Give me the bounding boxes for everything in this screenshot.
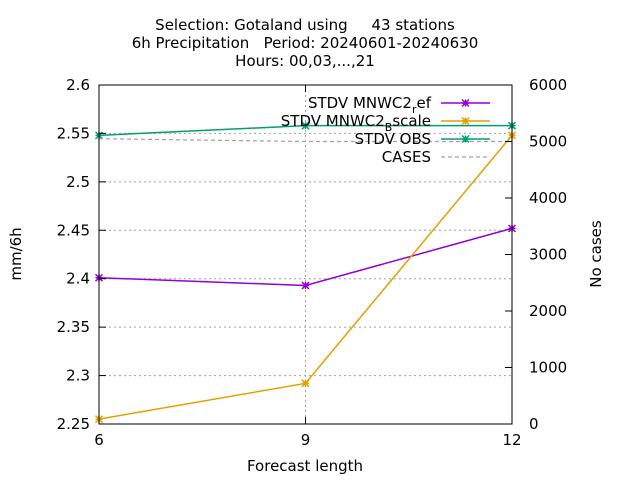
legend-entry: STDV MNWC2ref — [308, 94, 490, 116]
y2-axis-label: No cases — [587, 220, 605, 288]
title-line-1: Selection: Gotaland using 43 stations — [155, 16, 455, 34]
legend-marker — [461, 116, 470, 126]
x-tick-label: 12 — [502, 431, 521, 449]
legend-label: STDV MNWC2ref — [308, 94, 432, 116]
legend-label: STDV MNWC2Bscale — [281, 112, 431, 134]
legend-marker — [461, 134, 470, 144]
y2-tick-label: 6000 — [529, 76, 567, 94]
series-layer — [94, 121, 517, 424]
legend-label: CASES — [382, 148, 431, 166]
data-point — [301, 121, 310, 130]
series-line — [98, 138, 512, 143]
data-point — [301, 281, 310, 290]
y2-tick-label: 0 — [529, 415, 539, 433]
y2-tick-label: 5000 — [529, 133, 567, 151]
y-tick-label: 2.6 — [66, 76, 90, 94]
title-line-3: Hours: 00,03,...,21 — [235, 52, 375, 70]
y2-tick-label: 3000 — [529, 246, 567, 264]
y-axis-label: mm/6h — [7, 227, 25, 280]
chart-title: Selection: Gotaland using 43 stations 6h… — [132, 16, 479, 70]
x-tick-label: 6 — [94, 431, 104, 449]
legend-entry: STDV MNWC2Bscale — [281, 112, 490, 134]
y2-tick-label: 4000 — [529, 189, 567, 207]
y-tick-label: 2.55 — [57, 124, 90, 142]
legend-marker — [461, 98, 470, 108]
x-tick-label: 9 — [301, 431, 311, 449]
y2-tick-label: 2000 — [529, 302, 567, 320]
y-tick-label: 2.4 — [66, 270, 90, 288]
legend-entry: CASES — [382, 148, 490, 166]
y2-tick-label: 1000 — [529, 359, 567, 377]
title-line-2: 6h Precipitation Period: 20240601-202406… — [132, 34, 479, 52]
legend-entry: STDV OBS — [355, 130, 490, 148]
y-tick-label: 2.5 — [66, 173, 90, 191]
ticks: 2.25 2.3 2.35 2.4 2.45 2.5 2.55 2.6 0 1000 2000 300… — [57, 76, 568, 449]
y-tick-label: 2.3 — [66, 367, 90, 385]
y-tick-label: 2.25 — [57, 415, 90, 433]
y-tick-label: 2.45 — [57, 221, 90, 239]
legend-label: STDV OBS — [355, 130, 431, 148]
y-tick-label: 2.35 — [57, 318, 90, 336]
x-axis-label: Forecast length — [247, 457, 363, 475]
grid — [99, 85, 512, 424]
data-point — [301, 379, 310, 388]
